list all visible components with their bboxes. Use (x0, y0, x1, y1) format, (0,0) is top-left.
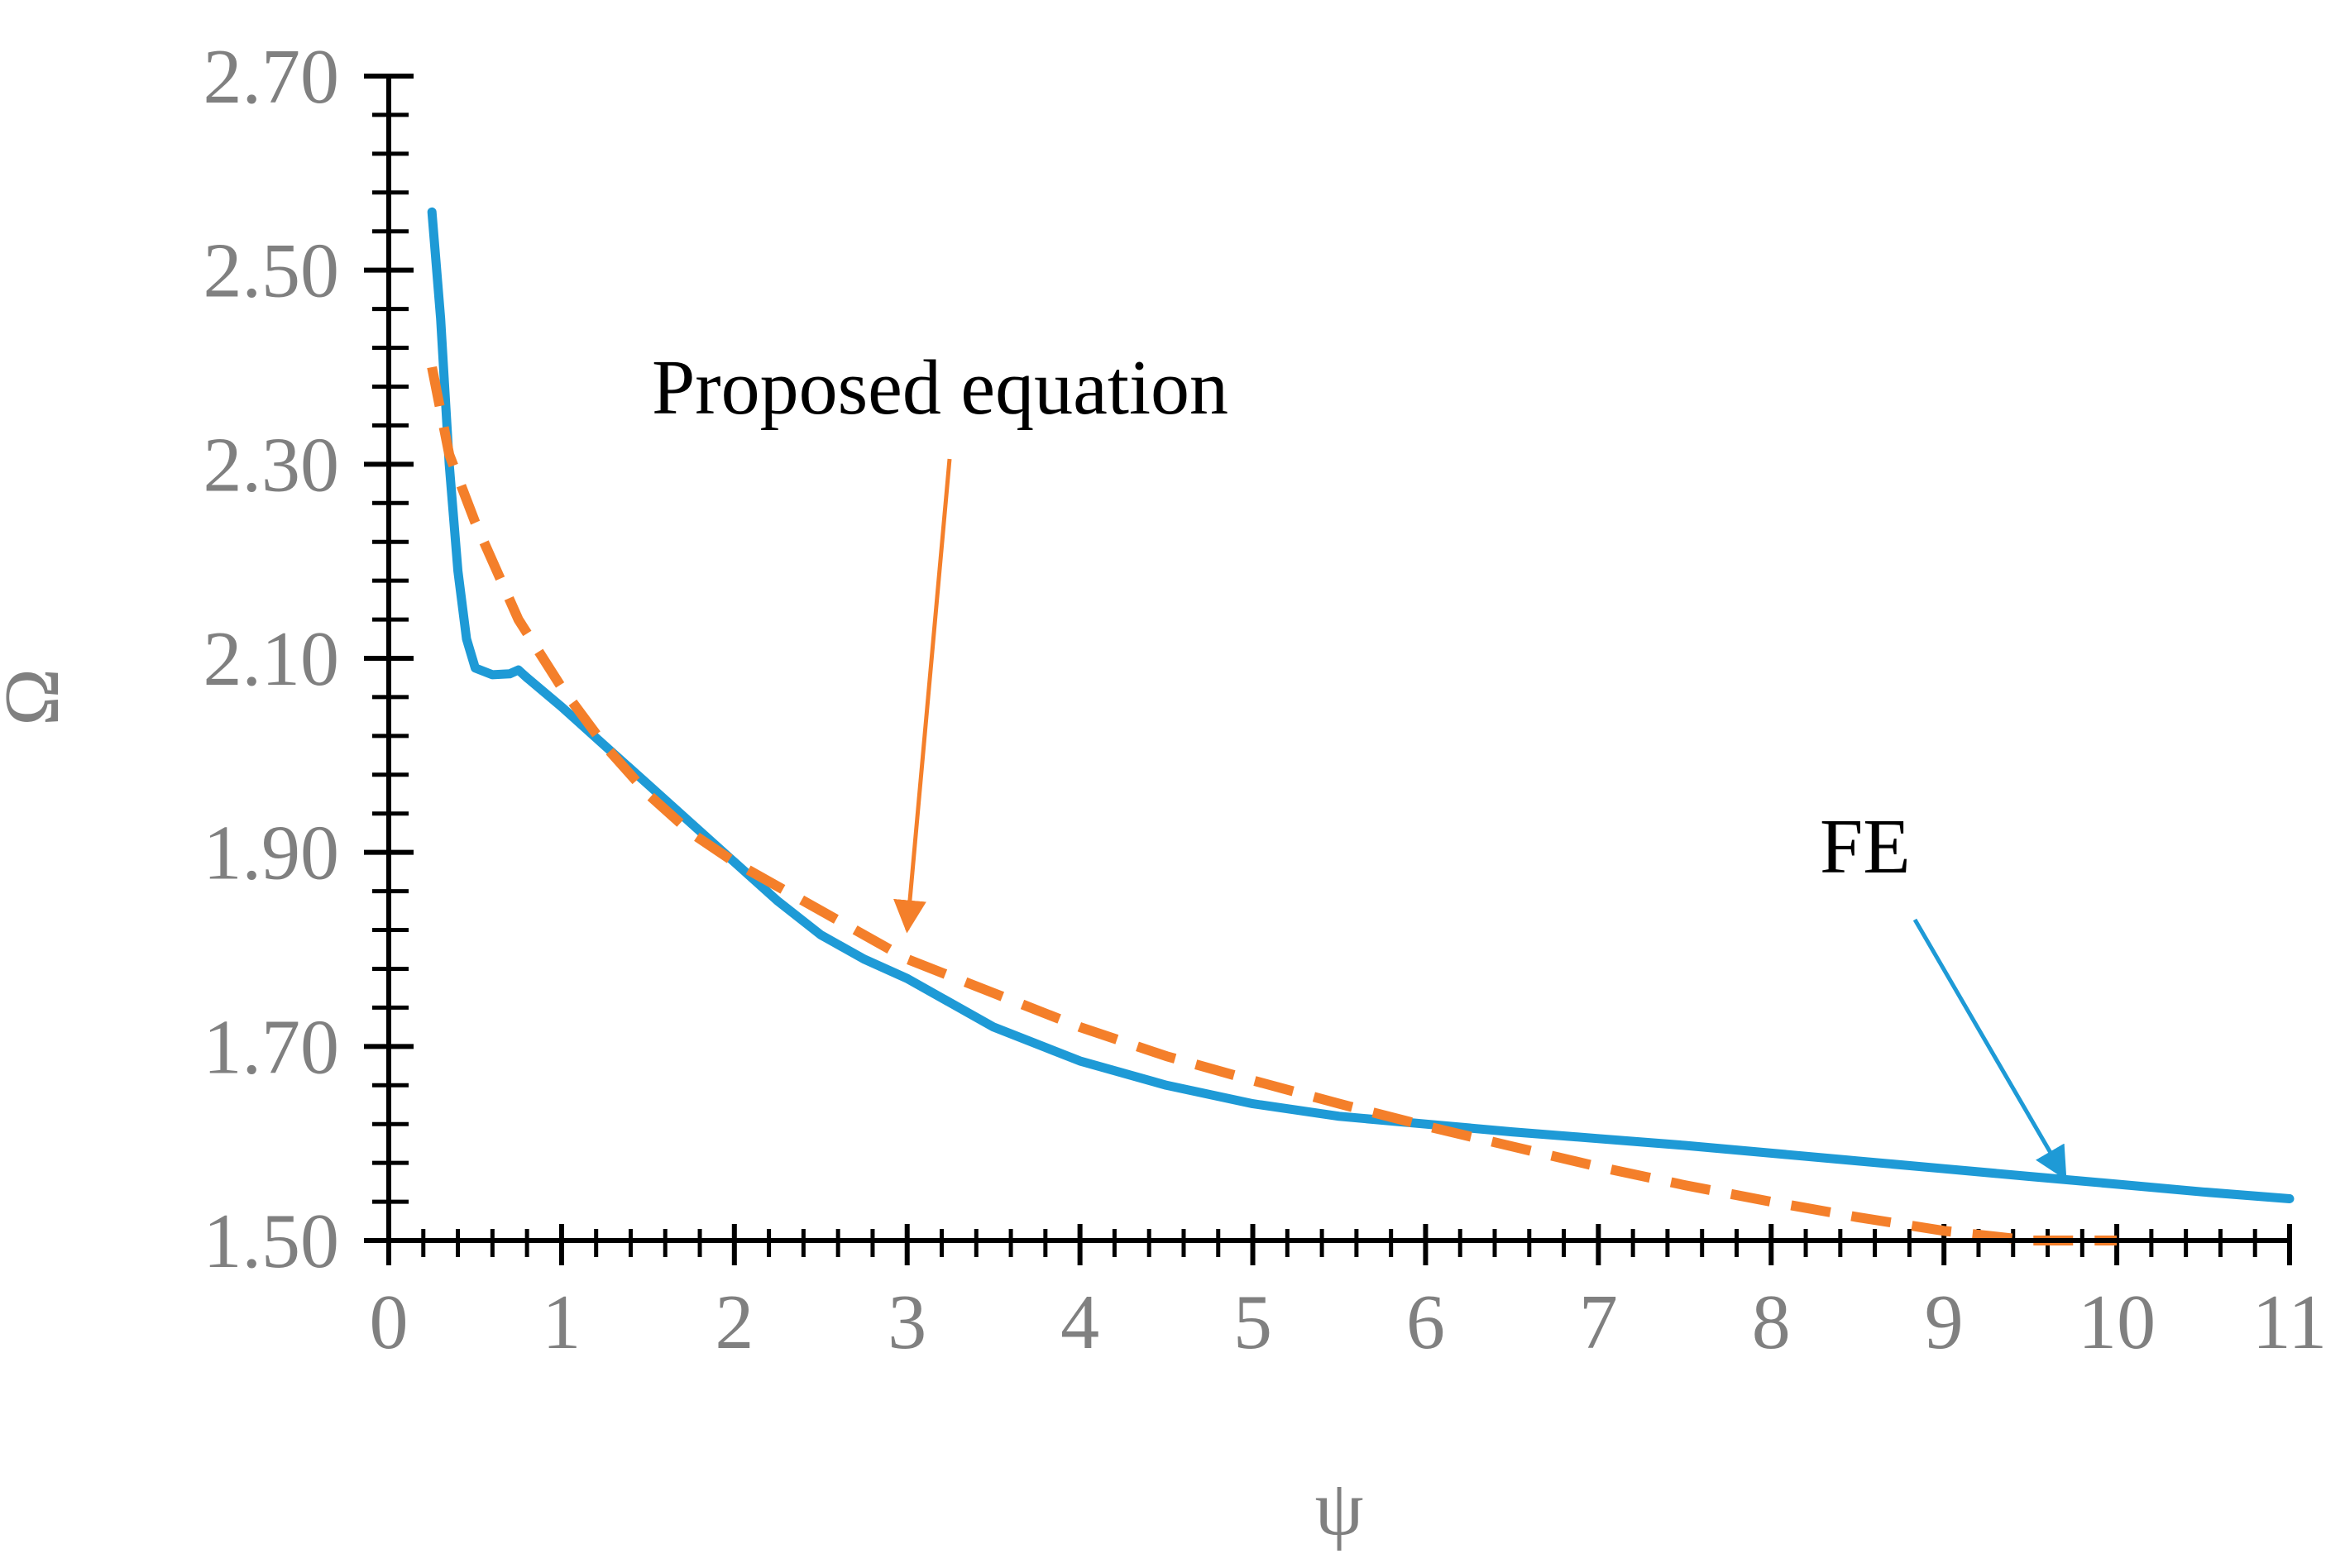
series-line-fe (427, 207, 2295, 1203)
y-tick-label: 2.30 (203, 422, 340, 508)
annotation-fe: FE (1820, 804, 1911, 890)
x-tick-label: 2 (715, 1279, 754, 1365)
x-tick-label: 8 (1752, 1279, 1791, 1365)
x-tick-label: 1 (542, 1279, 581, 1365)
y-tick-label: 1.90 (203, 810, 340, 896)
axis-ticks (364, 74, 2292, 1265)
x-tick-label: 11 (2252, 1279, 2328, 1365)
x-tick-label: 10 (2078, 1279, 2156, 1365)
x-tick-label: 5 (1233, 1279, 1272, 1365)
x-tick-label: 9 (1925, 1279, 1964, 1365)
tick-labels: 0 1 2 3 4 5 6 7 8 9 10 11 1.50 1.70 1.90 2.10 2.30 2.50 2.… (203, 34, 2328, 1365)
y-tick-label: 2.10 (203, 616, 340, 702)
annotations: Proposed equation FE (652, 345, 2067, 1181)
x-tick-label: 6 (1406, 1279, 1445, 1365)
x-tick-label: 4 (1060, 1279, 1099, 1365)
y-tick-label: 2.50 (203, 228, 340, 314)
x-tick-label: 3 (888, 1279, 926, 1365)
x-tick-label: 7 (1579, 1279, 1618, 1365)
x-axis-title: ψ (1315, 1465, 1364, 1551)
y-axis-title: Ω (0, 668, 75, 726)
x-tick-label: 0 (370, 1279, 409, 1365)
series-line-proposed-equation (427, 366, 2118, 1245)
y-tick-label: 1.70 (203, 1004, 340, 1090)
annotation-arrow-fe (1912, 918, 2067, 1181)
y-tick-label: 1.50 (203, 1198, 340, 1284)
annotation-proposed-equation: Proposed equation (652, 345, 1228, 431)
y-tick-label: 2.70 (203, 34, 340, 120)
annotation-arrow-proposed (893, 458, 952, 934)
plot-area (427, 207, 2295, 1245)
